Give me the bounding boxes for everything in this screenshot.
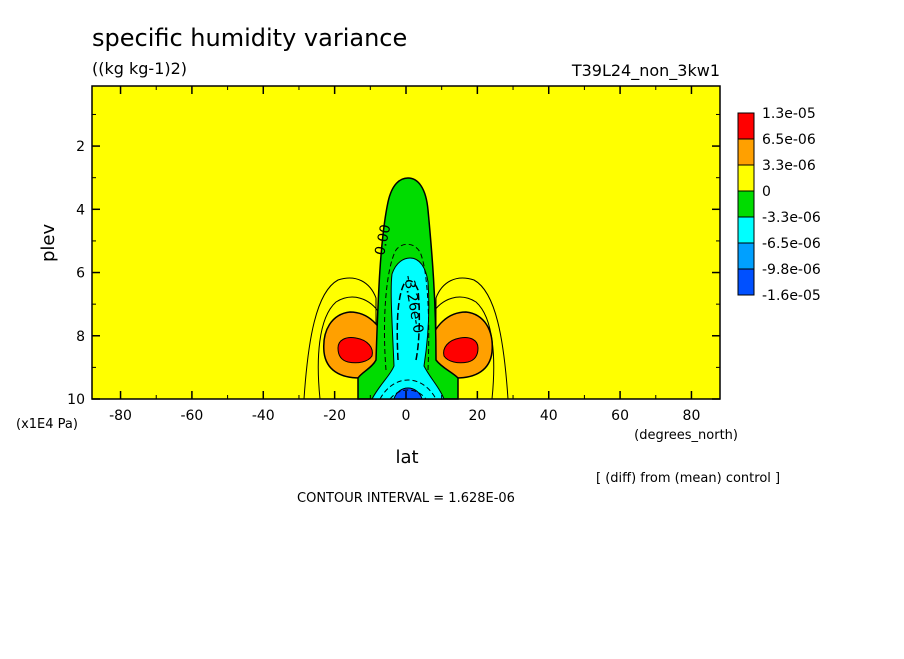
legend-label: -1.6e-05 [762,288,821,304]
x-tick-label: -40 [252,408,275,424]
x-tick-label: -60 [180,408,203,424]
run-label: T39L24_non_3kw1 [571,61,720,81]
legend-swatch [737,164,755,192]
legend-swatch [737,138,755,166]
diff-note: [ (diff) from (mean) control ] [596,471,780,486]
contour-mid-right [427,296,495,400]
cyan-core [371,257,445,400]
legend-swatch [737,242,755,270]
y-tick-label: 6 [76,266,85,282]
contour-neg-4 [389,389,427,400]
contour-outer-left [303,277,377,400]
y-tick-label: 2 [76,139,85,155]
y-axis-units: (x1E4 Pa) [16,417,78,432]
contour-neg-1 [383,243,430,371]
chart-title: specific humidity variance [92,24,407,52]
legend-swatch [737,216,755,244]
x-tick-label: 60 [611,408,629,424]
legend-label: 0 [762,184,771,200]
legend-label: 6.5e-06 [762,132,816,148]
y-tick-label: 8 [76,329,85,345]
y-tick-label: 10 [67,392,85,408]
x-axis-units: (degrees_north) [634,428,738,443]
contour-neg-3 [379,379,437,400]
red-core-right [443,337,479,364]
units-label: ((kg kg-1)2) [92,59,187,78]
x-tick-label: 0 [402,408,411,424]
x-tick-label: -20 [323,408,346,424]
legend-label: 1.3e-05 [762,106,816,122]
y-tick-label: 4 [76,202,85,218]
x-axis-label: lat [395,447,418,468]
legend-label: -3.3e-06 [762,210,821,226]
y-axis: 2 4 6 8 10 [67,113,720,408]
x-tick-label: 80 [683,408,701,424]
x-tick-label: 20 [468,408,486,424]
x-tick-label: -80 [109,408,132,424]
color-legend: 1.3e-05 6.5e-06 3.3e-06 0 -3.3e-06 -6.5e-06 -9… [737,106,821,304]
legend-swatch [737,112,755,140]
contour-outer-right [435,277,509,400]
legend-swatch [737,190,755,218]
y-axis-label: plev [38,223,59,262]
plot-area [92,86,720,400]
contour-neg-2 [396,279,421,361]
legend-label: -9.8e-06 [762,262,821,278]
contour-interval: CONTOUR INTERVAL = 1.628E-06 [297,491,515,506]
contour-mid-left [317,296,385,400]
red-core-left [337,337,373,364]
x-tick-label: 40 [540,408,558,424]
contour-label-zero: 0.00 [372,223,394,257]
x-axis: -80 -60 -40 -20 0 20 40 60 80 [109,86,700,424]
legend-label: 3.3e-06 [762,158,816,174]
legend-swatch [737,268,755,296]
legend-label: -6.5e-06 [762,236,821,252]
